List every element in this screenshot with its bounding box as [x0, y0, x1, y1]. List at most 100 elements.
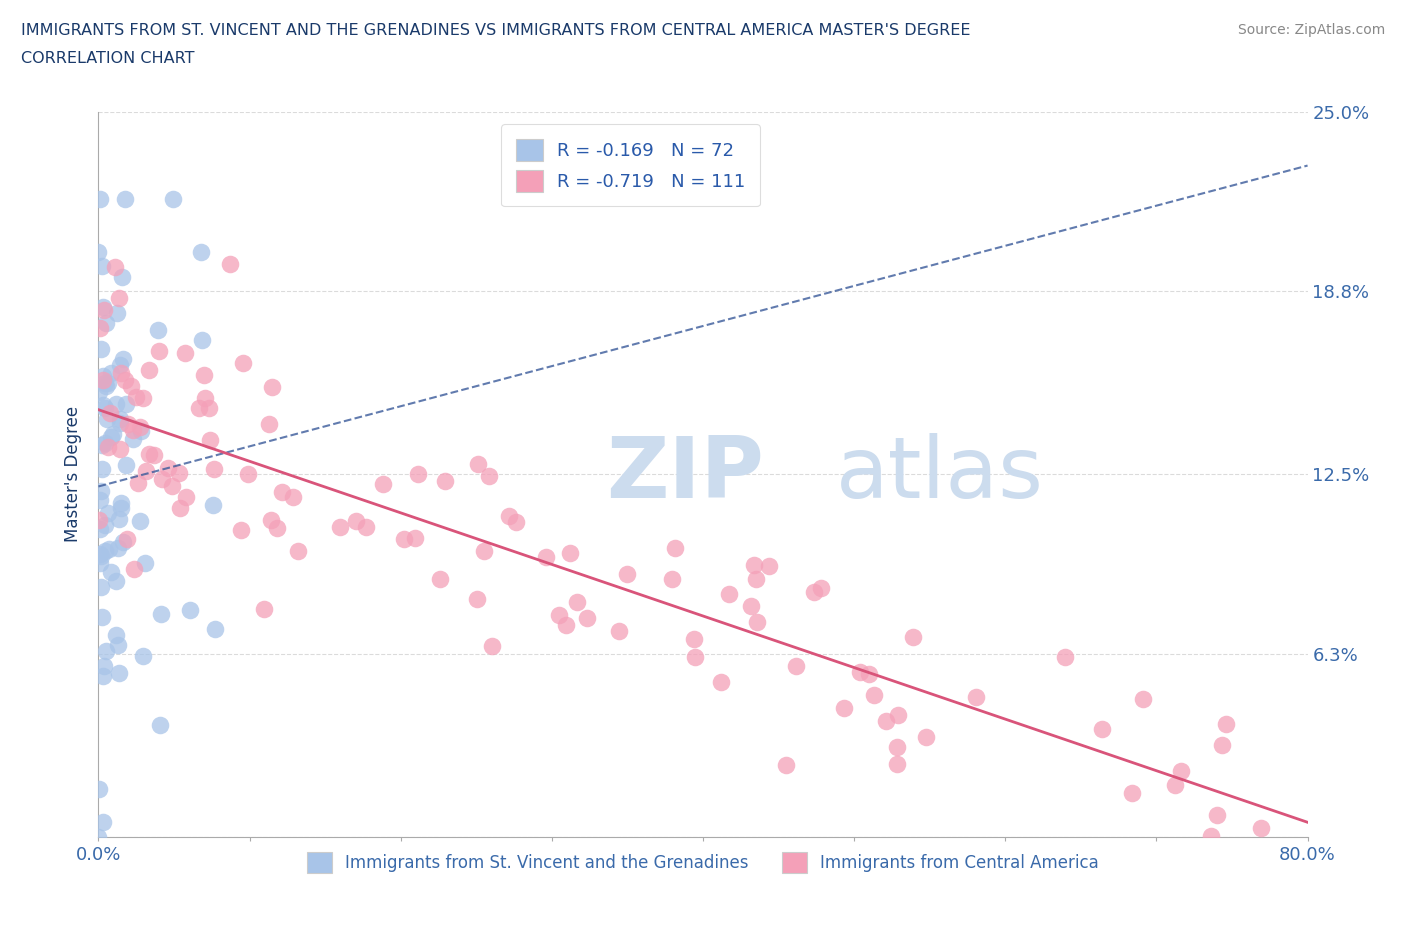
- Point: [661, 572, 683, 587]
- Point: [886, 757, 908, 772]
- Point: [174, 489, 197, 504]
- Point: [105, 305, 128, 320]
- Point: [138, 363, 160, 378]
- Point: [101, 427, 124, 442]
- Point: [105, 397, 128, 412]
- Point: [100, 430, 122, 445]
- Point: [1199, 828, 1222, 843]
- Point: [371, 476, 394, 491]
- Point: [138, 446, 160, 461]
- Point: [108, 442, 131, 457]
- Point: [329, 520, 352, 535]
- Point: [682, 631, 704, 646]
- Point: [197, 401, 219, 416]
- Point: [616, 566, 638, 581]
- Point: [775, 758, 797, 773]
- Point: [785, 658, 807, 673]
- Point: [89, 320, 111, 335]
- Point: [122, 423, 145, 438]
- Point: [96, 505, 118, 520]
- Point: [1211, 737, 1233, 752]
- Point: [104, 574, 127, 589]
- Y-axis label: Master's Degree: Master's Degree: [65, 406, 83, 542]
- Point: [87, 385, 110, 400]
- Point: [93, 376, 115, 391]
- Point: [110, 357, 132, 372]
- Point: [257, 417, 280, 432]
- Legend: Immigrants from St. Vincent and the Grenadines, Immigrants from Central America: Immigrants from St. Vincent and the Gren…: [301, 845, 1105, 880]
- Text: Source: ZipAtlas.com: Source: ZipAtlas.com: [1237, 23, 1385, 37]
- Point: [202, 498, 225, 512]
- Point: [107, 291, 129, 306]
- Point: [94, 435, 117, 450]
- Point: [89, 493, 111, 508]
- Point: [90, 484, 112, 498]
- Point: [112, 534, 135, 549]
- Point: [148, 323, 170, 338]
- Point: [124, 562, 146, 577]
- Point: [110, 496, 132, 511]
- Point: [90, 549, 112, 564]
- Point: [110, 365, 132, 380]
- Point: [260, 513, 283, 528]
- Point: [96, 644, 118, 658]
- Text: atlas: atlas: [837, 432, 1045, 516]
- Point: [915, 730, 938, 745]
- Point: [270, 485, 292, 499]
- Point: [1121, 785, 1143, 800]
- Point: [94, 401, 117, 416]
- Point: [554, 618, 576, 632]
- Point: [104, 259, 127, 274]
- Point: [129, 513, 152, 528]
- Point: [87, 830, 110, 844]
- Point: [100, 365, 122, 380]
- Point: [134, 556, 156, 571]
- Point: [803, 585, 825, 600]
- Point: [108, 416, 131, 431]
- Point: [114, 396, 136, 411]
- Point: [91, 814, 114, 829]
- Point: [1250, 820, 1272, 835]
- Point: [236, 466, 259, 481]
- Point: [107, 638, 129, 653]
- Point: [901, 630, 924, 644]
- Point: [150, 606, 173, 621]
- Point: [96, 412, 118, 427]
- Point: [94, 517, 117, 532]
- Point: [1054, 650, 1077, 665]
- Point: [232, 356, 254, 371]
- Point: [107, 540, 129, 555]
- Point: [219, 256, 242, 271]
- Point: [710, 674, 733, 689]
- Point: [124, 390, 146, 405]
- Point: [281, 489, 304, 504]
- Point: [193, 367, 215, 382]
- Point: [229, 523, 252, 538]
- Point: [965, 690, 987, 705]
- Point: [115, 532, 138, 547]
- Point: [887, 708, 910, 723]
- Point: [162, 192, 184, 206]
- Point: [607, 624, 630, 639]
- Point: [117, 416, 139, 431]
- Text: IMMIGRANTS FROM ST. VINCENT AND THE GRENADINES VS IMMIGRANTS FROM CENTRAL AMERIC: IMMIGRANTS FROM ST. VINCENT AND THE GREN…: [21, 23, 970, 38]
- Point: [287, 543, 309, 558]
- Point: [90, 437, 112, 452]
- Point: [93, 369, 115, 384]
- Point: [160, 478, 183, 493]
- Point: [108, 512, 131, 526]
- Point: [1091, 721, 1114, 736]
- Point: [108, 665, 131, 680]
- Point: [94, 315, 117, 330]
- Point: [121, 432, 143, 447]
- Point: [1164, 777, 1187, 792]
- Point: [87, 781, 110, 796]
- Point: [90, 259, 112, 273]
- Point: [108, 412, 131, 427]
- Point: [429, 572, 451, 587]
- Point: [354, 520, 377, 535]
- Point: [434, 473, 457, 488]
- Point: [875, 713, 897, 728]
- Point: [104, 628, 127, 643]
- Point: [745, 572, 768, 587]
